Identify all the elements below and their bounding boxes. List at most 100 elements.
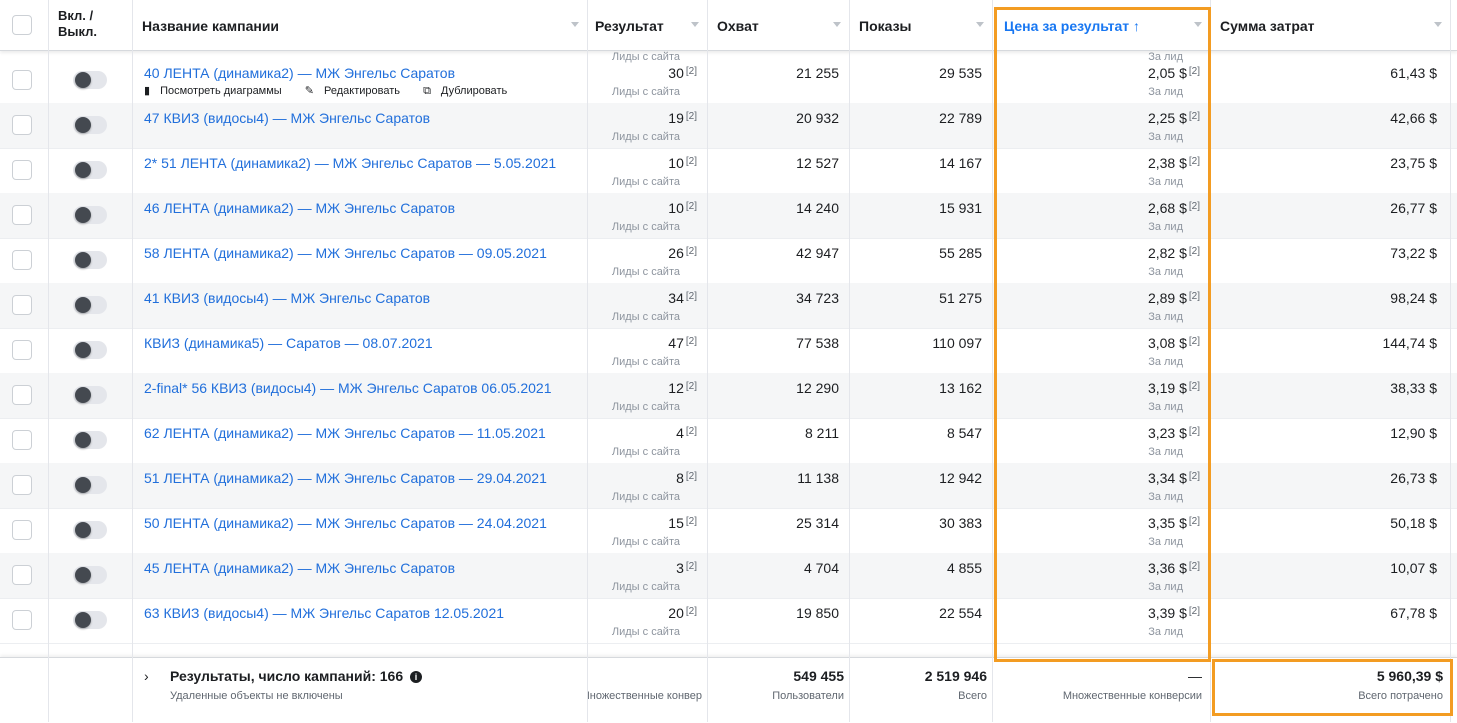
campaign-name-link[interactable]: 45 ЛЕНТА (динамика2) — МЖ Энгельс Сарато… bbox=[144, 560, 456, 576]
campaign-toggle[interactable] bbox=[73, 341, 107, 359]
select-all-checkbox[interactable] bbox=[12, 15, 32, 35]
summary-reach-sub: Пользователи bbox=[772, 690, 844, 702]
row-checkbox[interactable] bbox=[12, 610, 32, 630]
info-icon[interactable]: i bbox=[410, 671, 423, 683]
campaign-toggle[interactable] bbox=[73, 521, 107, 539]
cost-number: 3,34 $ bbox=[1147, 470, 1187, 486]
summary-title-text: Результаты, число кампаний: 166 bbox=[170, 668, 404, 684]
footnote-mark: [2] bbox=[685, 66, 697, 77]
cost-number: 2,38 $ bbox=[1147, 155, 1187, 171]
toggle-knob bbox=[75, 477, 91, 493]
cost-value: 3,34 $ [2] bbox=[1148, 470, 1200, 486]
table-row[interactable]: 50 ЛЕНТА (динамика2) — МЖ Энгельс Сарато… bbox=[0, 508, 1457, 554]
campaign-toggle[interactable] bbox=[73, 116, 107, 134]
reach-value: 19 850 bbox=[796, 605, 839, 621]
dropdown-icon[interactable] bbox=[571, 22, 579, 27]
result-number: 3 bbox=[676, 560, 684, 576]
view-charts-action[interactable]: ▮ Посмотреть диаграммы bbox=[144, 85, 292, 97]
campaign-name-link[interactable]: 40 ЛЕНТА (динамика2) — МЖ Энгельс Сарато… bbox=[144, 65, 456, 81]
cost-value: 3,19 $ [2] bbox=[1148, 380, 1200, 396]
impressions-value: 15 931 bbox=[939, 200, 982, 216]
table-row[interactable]: КВИЗ (динамика5) — Саратов — 08.07.2021 4… bbox=[0, 328, 1457, 374]
duplicate-action[interactable]: ⧉ Дублировать bbox=[423, 85, 517, 97]
spend-value: 50,18 $ bbox=[1390, 515, 1437, 531]
impressions-value: 110 097 bbox=[932, 335, 982, 351]
campaign-name-link[interactable]: 41 КВИЗ (видосы4) — МЖ Энгельс Саратов bbox=[144, 290, 431, 306]
row-checkbox[interactable] bbox=[12, 430, 32, 450]
row-checkbox[interactable] bbox=[12, 385, 32, 405]
result-sub: Лиды с сайта bbox=[611, 176, 680, 188]
campaign-toggle[interactable] bbox=[73, 476, 107, 494]
dropdown-icon[interactable] bbox=[833, 22, 841, 27]
edit-action[interactable]: ✎ Редактировать bbox=[305, 85, 410, 97]
dropdown-icon[interactable] bbox=[691, 22, 699, 27]
cost-value: 2,89 $ [2] bbox=[1148, 290, 1200, 306]
dropdown-icon[interactable] bbox=[1434, 22, 1442, 27]
campaign-name-link[interactable]: 58 ЛЕНТА (динамика2) — МЖ Энгельс Сарато… bbox=[144, 245, 547, 261]
row-checkbox[interactable] bbox=[12, 565, 32, 585]
header-campaign-name[interactable]: Название кампании bbox=[132, 0, 587, 50]
header-reach[interactable]: Охват bbox=[707, 0, 849, 50]
table-row[interactable]: 2-final* 56 КВИЗ (видосы4) — МЖ Энгельс … bbox=[0, 373, 1457, 419]
table-row[interactable]: 2* 51 ЛЕНТА (динамика2) — МЖ Энгельс Сар… bbox=[0, 148, 1457, 194]
campaign-toggle[interactable] bbox=[73, 611, 107, 629]
campaign-name-link[interactable]: 51 ЛЕНТА (динамика2) — МЖ Энгельс Сарато… bbox=[144, 470, 547, 486]
campaign-name-link[interactable]: 46 ЛЕНТА (динамика2) — МЖ Энгельс Сарато… bbox=[144, 200, 456, 216]
header-toggle[interactable]: Вкл. / Выкл. bbox=[48, 0, 132, 50]
campaign-toggle[interactable] bbox=[73, 71, 107, 89]
campaign-name-link[interactable]: 63 КВИЗ (видосы4) — МЖ Энгельс Саратов 1… bbox=[144, 605, 505, 621]
campaign-toggle[interactable] bbox=[73, 206, 107, 224]
result-sub: Лиды с сайта bbox=[611, 626, 680, 638]
dropdown-icon[interactable] bbox=[1194, 22, 1202, 27]
campaign-name-link[interactable]: КВИЗ (динамика5) — Саратов — 08.07.2021 bbox=[144, 335, 433, 351]
header-impressions[interactable]: Показы bbox=[849, 0, 992, 50]
dropdown-icon[interactable] bbox=[976, 22, 984, 27]
cost-value: 2,05 $ [2] bbox=[1148, 65, 1200, 81]
header-amount-spent[interactable]: Сумма затрат bbox=[1210, 0, 1450, 50]
table-row[interactable]: 41 КВИЗ (видосы4) — МЖ Энгельс Саратов 34… bbox=[0, 283, 1457, 329]
table-row[interactable]: 51 ЛЕНТА (динамика2) — МЖ Энгельс Сарато… bbox=[0, 463, 1457, 509]
campaign-name-link[interactable]: 62 ЛЕНТА (динамика2) — МЖ Энгельс Сарато… bbox=[144, 425, 546, 441]
campaign-name-link[interactable]: 2-final* 56 КВИЗ (видосы4) — МЖ Энгельс … bbox=[144, 380, 552, 396]
pencil-icon: ✎ bbox=[304, 85, 314, 97]
row-checkbox[interactable] bbox=[12, 475, 32, 495]
campaign-toggle[interactable] bbox=[73, 566, 107, 584]
header-result[interactable]: Результат bbox=[587, 0, 707, 50]
footnote-mark: [2] bbox=[1188, 66, 1200, 77]
campaign-toggle[interactable] bbox=[73, 296, 107, 314]
table-row[interactable]: 45 ЛЕНТА (динамика2) — МЖ Энгельс Сарато… bbox=[0, 553, 1457, 599]
row-checkbox[interactable] bbox=[12, 160, 32, 180]
cost-sub: За лид bbox=[1148, 626, 1183, 638]
table-row[interactable]: 58 ЛЕНТА (динамика2) — МЖ Энгельс Сарато… bbox=[0, 238, 1457, 284]
row-checkbox[interactable] bbox=[12, 250, 32, 270]
header-toggle-label: Вкл. / Выкл. bbox=[58, 8, 98, 39]
row-checkbox[interactable] bbox=[12, 205, 32, 225]
campaign-toggle[interactable] bbox=[73, 386, 107, 404]
toggle-knob bbox=[75, 117, 91, 133]
table-row[interactable]: 47 КВИЗ (видосы4) — МЖ Энгельс Саратов 19… bbox=[0, 103, 1457, 149]
cost-value: 2,38 $ [2] bbox=[1148, 155, 1200, 171]
summary-result-sub: Множественные конвер bbox=[588, 690, 702, 702]
row-checkbox[interactable] bbox=[12, 115, 32, 135]
campaign-toggle[interactable] bbox=[73, 161, 107, 179]
campaign-name-link[interactable]: 50 ЛЕНТА (динамика2) — МЖ Энгельс Сарато… bbox=[144, 515, 547, 531]
row-checkbox[interactable] bbox=[12, 340, 32, 360]
header-campaign-name-label: Название кампании bbox=[142, 18, 280, 34]
table-row[interactable]: 46 ЛЕНТА (динамика2) — МЖ Энгельс Сарато… bbox=[0, 193, 1457, 239]
campaign-toggle[interactable] bbox=[73, 251, 107, 269]
row-checkbox[interactable] bbox=[12, 520, 32, 540]
campaign-name-link[interactable]: 47 КВИЗ (видосы4) — МЖ Энгельс Саратов bbox=[144, 110, 431, 126]
table-row[interactable]: 62 ЛЕНТА (динамика2) — МЖ Энгельс Сарато… bbox=[0, 418, 1457, 464]
summary-spend: 5 960,39 $ bbox=[1376, 668, 1443, 684]
row-checkbox[interactable] bbox=[12, 295, 32, 315]
row-checkbox[interactable] bbox=[12, 70, 32, 90]
campaign-toggle[interactable] bbox=[73, 431, 107, 449]
table-row[interactable]: 63 КВИЗ (видосы4) — МЖ Энгельс Саратов 1… bbox=[0, 598, 1457, 644]
table-row[interactable]: 40 ЛЕНТА (динамика2) — МЖ Энгельс Сарато… bbox=[0, 58, 1457, 104]
expand-chevron-icon[interactable]: › bbox=[144, 668, 149, 684]
cost-number: 3,08 $ bbox=[1147, 335, 1187, 351]
header-cost-per-result[interactable]: Цена за результат ↑ bbox=[994, 0, 1210, 50]
result-value: 12 [2] bbox=[668, 380, 697, 396]
reach-value: 11 138 bbox=[797, 470, 839, 486]
campaign-name-link[interactable]: 2* 51 ЛЕНТА (динамика2) — МЖ Энгельс Сар… bbox=[144, 155, 557, 171]
